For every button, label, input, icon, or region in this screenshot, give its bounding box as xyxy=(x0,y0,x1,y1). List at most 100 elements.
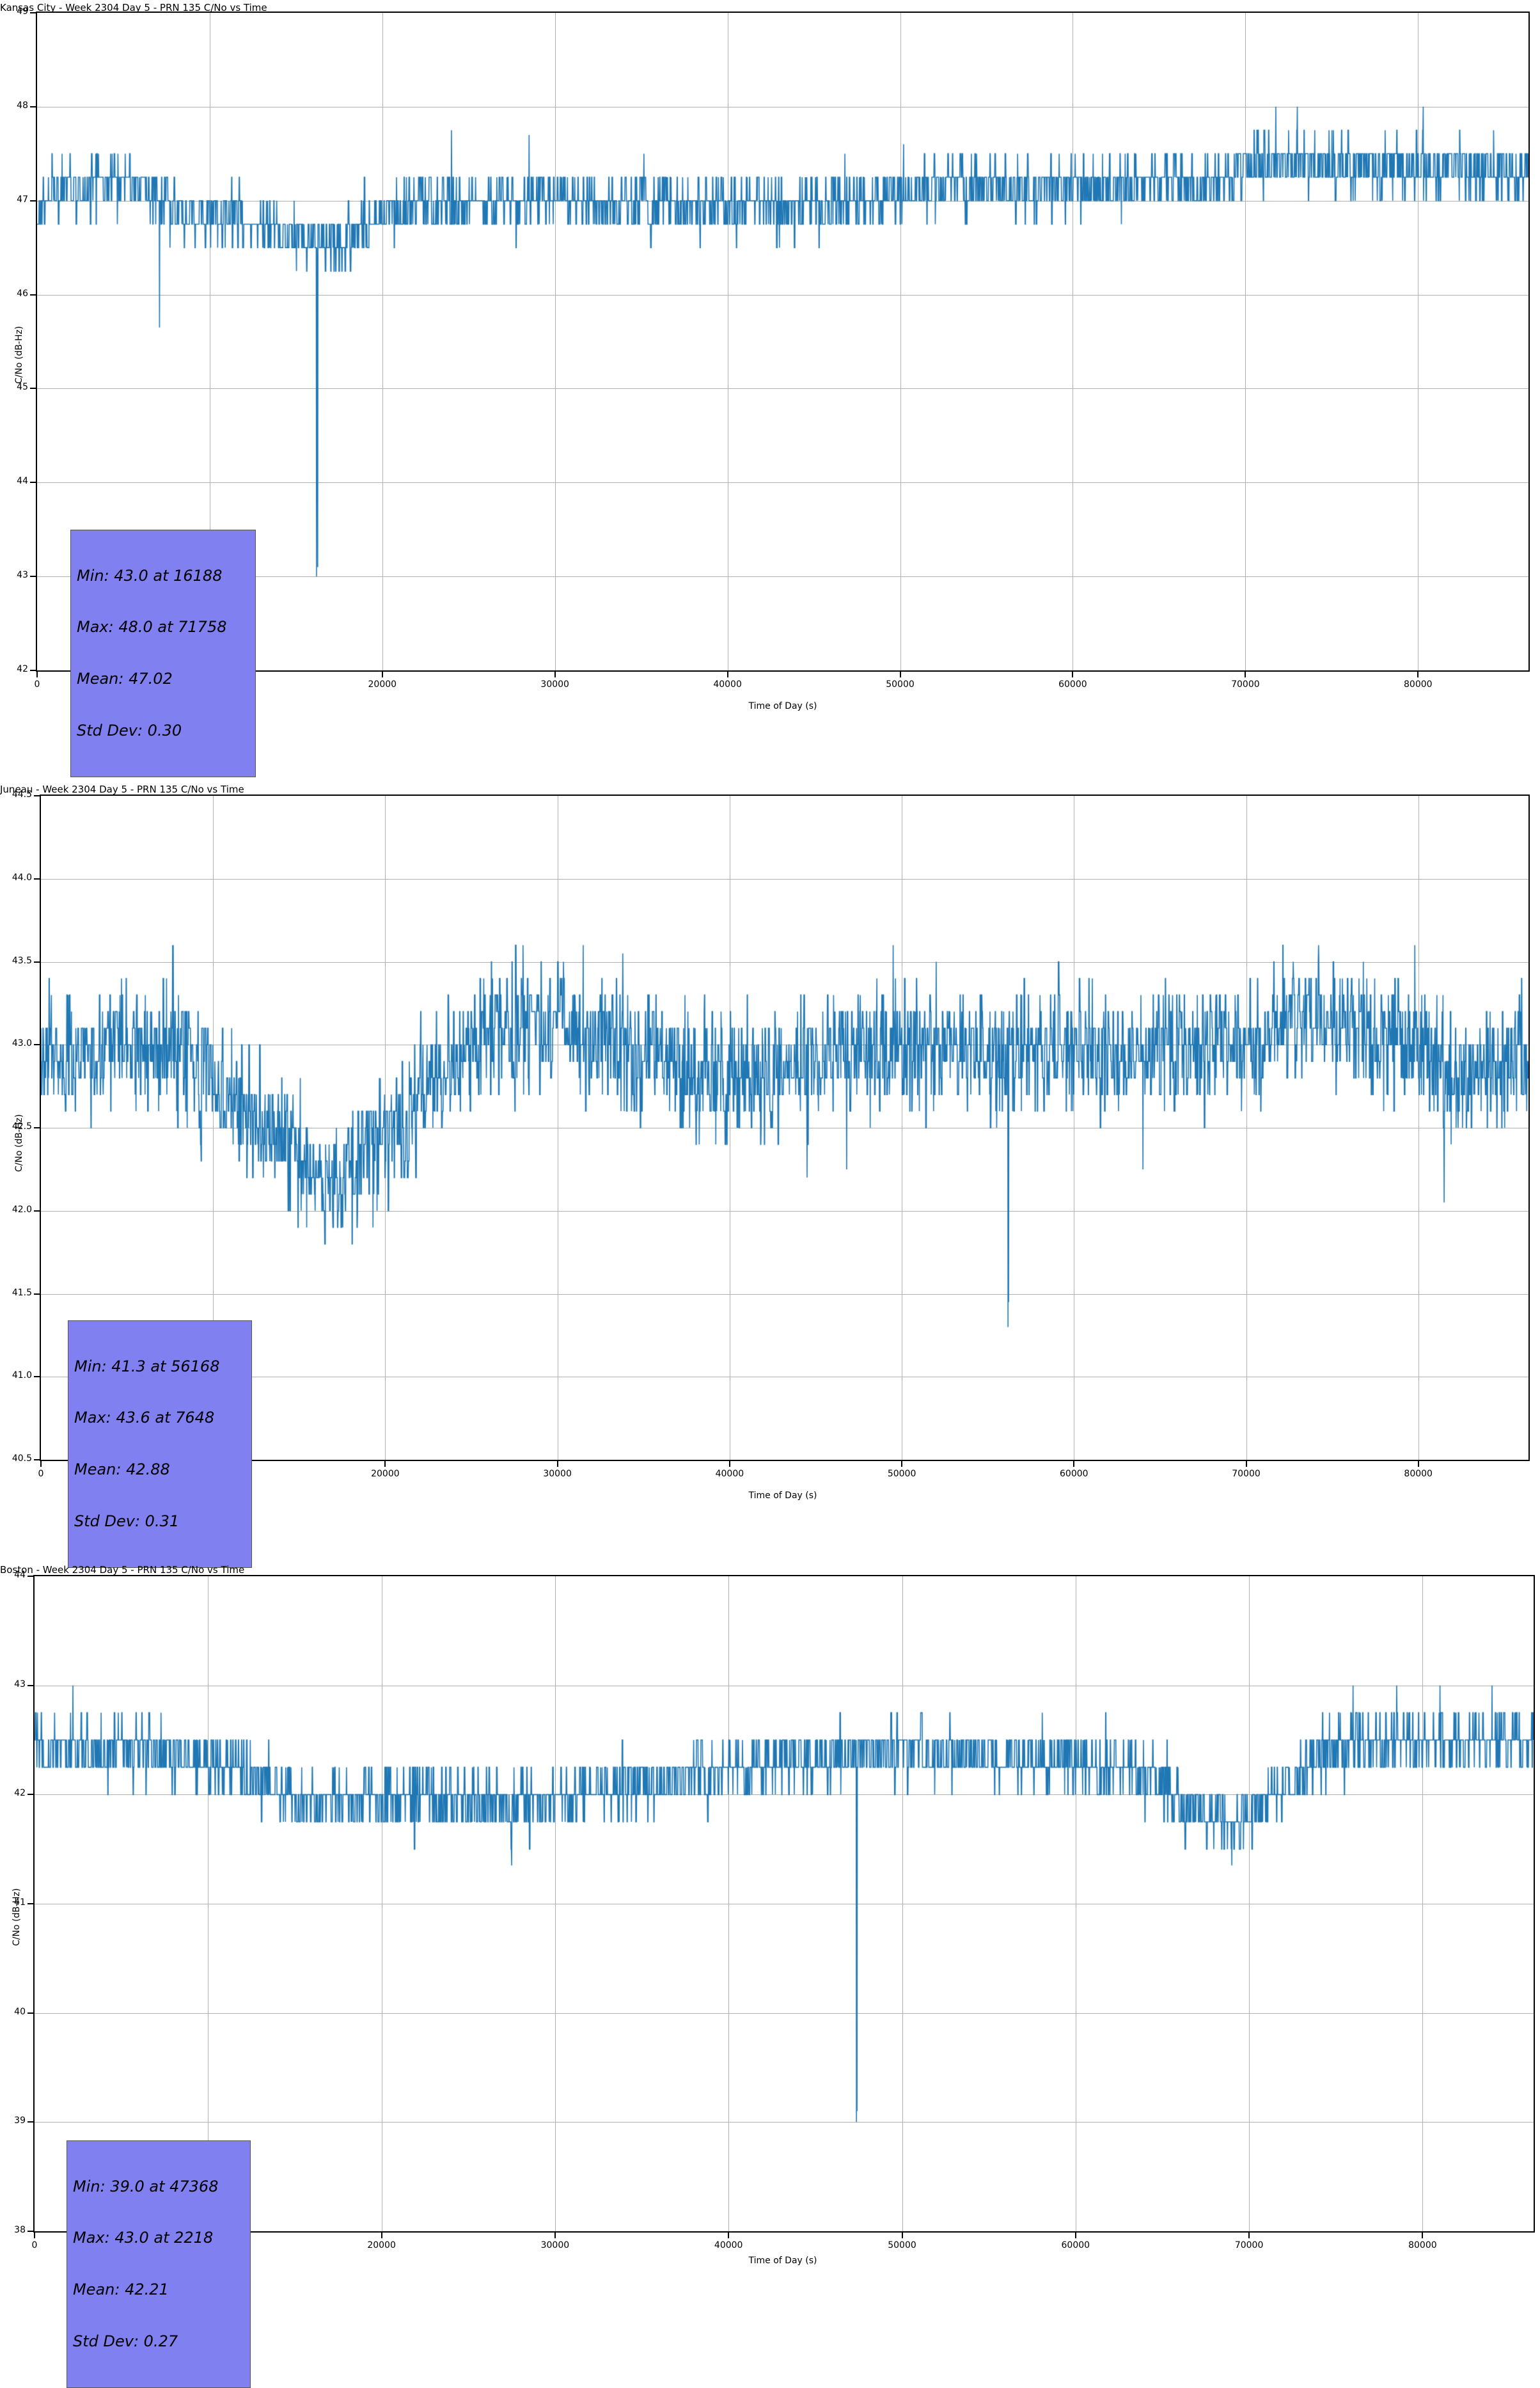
x-tick-mark xyxy=(1417,1461,1419,1467)
x-tick-mark xyxy=(899,672,901,677)
y-tick-label: 41.0 xyxy=(12,1370,32,1381)
y-tick-mark xyxy=(28,1684,33,1686)
x-tick-label: 40000 xyxy=(715,1469,744,1479)
y-tick-label: 42 xyxy=(14,1788,26,1799)
x-tick-label: 80000 xyxy=(1404,1469,1433,1479)
stat-max: Max: 43.0 at 2218 xyxy=(73,2229,214,2247)
x-tick-mark xyxy=(381,2233,382,2238)
x-tick-mark xyxy=(381,672,383,677)
stat-mean: Mean: 42.88 xyxy=(74,1460,170,1478)
x-tick-mark xyxy=(34,2233,35,2238)
x-tick-label: 30000 xyxy=(540,679,569,690)
x-tick-label: 50000 xyxy=(886,679,915,690)
y-tick-label: 42.5 xyxy=(12,1121,32,1132)
x-tick-label: 40000 xyxy=(714,2240,743,2250)
plot-area-boston xyxy=(33,1575,1535,2233)
y-tick-label: 47 xyxy=(17,194,28,205)
plot-area-kansas-city xyxy=(36,12,1530,672)
y-axis-label: C/No (dB-Hz) xyxy=(14,1114,24,1172)
x-tick-mark xyxy=(901,2233,903,2238)
y-tick-mark xyxy=(30,670,36,671)
y-tick-label: 45 xyxy=(17,382,28,393)
y-tick-label: 43 xyxy=(14,1679,26,1689)
y-tick-mark xyxy=(30,482,36,484)
x-axis-label: Time of Day (s) xyxy=(748,701,817,711)
y-tick-mark xyxy=(34,1127,40,1128)
y-tick-label: 44.0 xyxy=(12,872,32,883)
x-tick-mark xyxy=(1245,1461,1247,1467)
data-series-line xyxy=(35,1576,1534,2231)
stat-min: Min: 43.0 at 16188 xyxy=(77,566,223,585)
y-tick-mark xyxy=(30,200,36,202)
stat-max: Max: 43.6 at 7648 xyxy=(74,1409,215,1427)
y-tick-mark xyxy=(28,1903,33,1904)
y-tick-label: 40.5 xyxy=(12,1453,32,1464)
x-tick-label: 70000 xyxy=(1232,1469,1261,1479)
x-tick-mark xyxy=(554,672,556,677)
x-tick-label: 70000 xyxy=(1231,679,1260,690)
y-tick-mark xyxy=(34,795,40,796)
x-tick-label: 50000 xyxy=(887,1469,916,1479)
y-tick-mark xyxy=(30,294,36,296)
stat-std: Std Dev: 0.31 xyxy=(74,1512,180,1530)
stat-mean: Mean: 42.21 xyxy=(73,2281,169,2298)
x-tick-label: 0 xyxy=(38,1469,44,1479)
stat-max: Max: 48.0 at 71758 xyxy=(77,618,227,637)
stats-annotation: Min: 41.3 at 56168 Max: 43.6 at 7648 Mea… xyxy=(68,1320,252,1569)
x-tick-label: 60000 xyxy=(1061,2240,1090,2250)
y-tick-mark xyxy=(34,961,40,963)
y-tick-label: 49 xyxy=(17,6,28,17)
x-tick-label: 20000 xyxy=(367,2240,396,2250)
y-tick-label: 43.5 xyxy=(12,955,32,966)
y-tick-label: 41 xyxy=(14,1897,26,1908)
y-tick-label: 39 xyxy=(14,2115,26,2126)
x-tick-label: 60000 xyxy=(1058,679,1087,690)
y-tick-label: 44 xyxy=(17,476,28,487)
x-tick-mark xyxy=(1245,672,1246,677)
y-axis-label: C/No (dB-Hz) xyxy=(14,326,24,384)
y-tick-label: 43 xyxy=(17,570,28,581)
x-tick-mark xyxy=(40,1461,42,1467)
x-tick-mark xyxy=(901,1461,903,1467)
y-tick-label: 40 xyxy=(14,2006,26,2017)
y-tick-mark xyxy=(30,388,36,390)
x-tick-label: 20000 xyxy=(371,1469,400,1479)
plot-area-juneau xyxy=(40,795,1530,1461)
y-tick-mark xyxy=(34,1293,40,1295)
y-tick-mark xyxy=(34,1459,40,1460)
x-tick-label: 0 xyxy=(31,2240,38,2250)
stat-min: Min: 39.0 at 47368 xyxy=(73,2177,219,2195)
stat-std: Std Dev: 0.30 xyxy=(77,721,182,739)
y-tick-label: 41.5 xyxy=(12,1287,32,1298)
x-tick-mark xyxy=(728,1461,730,1467)
x-tick-mark xyxy=(556,1461,558,1467)
stat-min: Min: 41.3 at 56168 xyxy=(74,1357,220,1375)
y-tick-mark xyxy=(30,576,36,578)
y-tick-label: 42.0 xyxy=(12,1204,32,1215)
y-tick-mark xyxy=(28,1794,33,1796)
x-tick-label: 80000 xyxy=(1408,2240,1437,2250)
y-tick-label: 44.5 xyxy=(12,789,32,800)
x-tick-label: 20000 xyxy=(368,679,397,690)
stat-std: Std Dev: 0.27 xyxy=(73,2332,178,2350)
x-tick-mark xyxy=(1074,2233,1076,2238)
x-tick-label: 70000 xyxy=(1234,2240,1264,2250)
x-tick-label: 60000 xyxy=(1060,1469,1088,1479)
y-tick-mark xyxy=(34,1376,40,1378)
y-tick-mark xyxy=(28,1576,33,1577)
y-tick-label: 46 xyxy=(17,288,28,299)
x-tick-label: 30000 xyxy=(543,1469,572,1479)
y-tick-label: 44 xyxy=(14,1570,26,1580)
y-axis-label: C/No (dB-Hz) xyxy=(12,1888,22,1946)
x-tick-mark xyxy=(1248,2233,1250,2238)
x-tick-mark xyxy=(1072,672,1074,677)
y-tick-mark xyxy=(28,2231,33,2232)
x-tick-mark xyxy=(1073,1461,1075,1467)
y-tick-label: 38 xyxy=(14,2225,26,2235)
data-series-line xyxy=(37,13,1528,670)
x-tick-mark xyxy=(384,1461,386,1467)
x-axis-label: Time of Day (s) xyxy=(748,2256,817,2266)
y-tick-mark xyxy=(28,2012,33,2014)
stats-annotation: Min: 39.0 at 47368 Max: 43.0 at 2218 Mea… xyxy=(67,2140,251,2388)
